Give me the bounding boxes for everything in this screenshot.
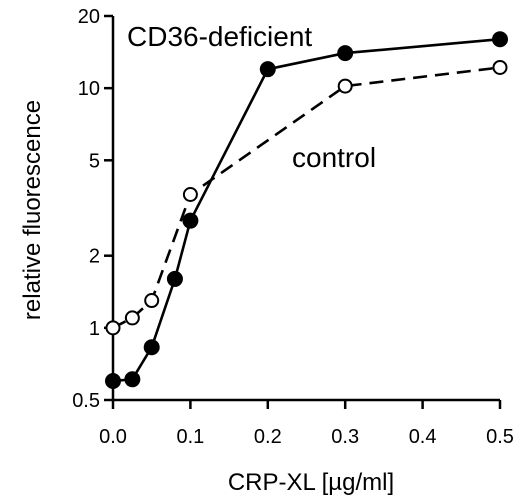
ticks <box>104 14 502 409</box>
y-tick-label: 20 <box>78 6 100 28</box>
x-tick-label: 0.0 <box>99 426 127 448</box>
y-tick-label: 2 <box>89 246 100 268</box>
data-point-control <box>182 187 198 203</box>
data-point-cd36-deficient <box>105 373 121 390</box>
y-tick-label: 10 <box>78 78 100 100</box>
x-tick-label: 0.1 <box>176 426 204 448</box>
data-point-cd36-deficient <box>492 31 508 48</box>
data-point-cd36-deficient <box>124 371 141 388</box>
y-tick-label: 0.5 <box>72 390 100 412</box>
series-label-control: control <box>292 142 376 173</box>
x-tick-label: 0.4 <box>409 426 437 448</box>
axes <box>111 16 500 402</box>
data-point-cd36-deficient <box>182 212 199 229</box>
data-point-control <box>337 78 353 94</box>
series-lines <box>112 37 501 383</box>
x-tick-label: 0.5 <box>486 426 514 448</box>
data-point-control <box>492 59 508 75</box>
x-axis-title: CRP-XL [µg/ml] <box>228 469 394 496</box>
data-point-control <box>124 310 140 326</box>
data-point-cd36-deficient <box>166 270 183 287</box>
y-axis-title: relative fluorescence <box>19 100 46 320</box>
data-point-cd36-deficient <box>259 61 276 78</box>
y-tick-label: 1 <box>89 318 100 340</box>
data-point-control <box>144 293 160 309</box>
x-tick-label: 0.3 <box>331 426 359 448</box>
tick-labels: 0.5 1 2 5 10 20 0.0 0.1 0.2 0.3 0.4 0.5 <box>72 6 514 448</box>
series-label-cd36-deficient: CD36-deficient <box>127 21 312 52</box>
series-line-cd36-deficient <box>112 37 501 383</box>
data-point-cd36-deficient <box>337 45 354 62</box>
series-markers <box>105 31 508 390</box>
x-tick-label: 0.2 <box>254 426 282 448</box>
data-point-control <box>105 320 121 336</box>
data-point-cd36-deficient <box>143 339 160 356</box>
series-line-control <box>112 66 501 329</box>
y-tick-label: 5 <box>89 150 100 172</box>
